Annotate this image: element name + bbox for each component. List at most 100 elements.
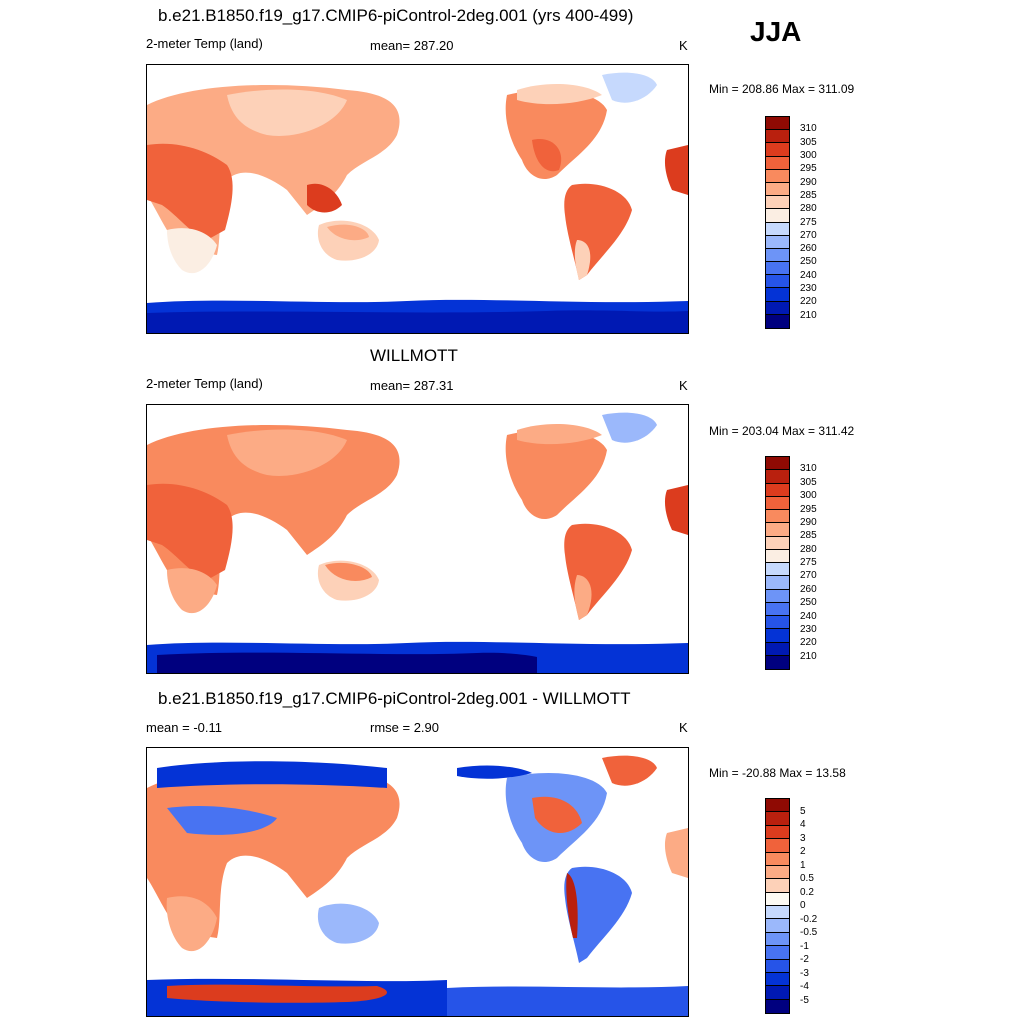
colorbar-tick-label: 285	[800, 189, 817, 201]
colorbar-tick-label: -1	[800, 940, 809, 952]
colorbar-swatch	[766, 262, 789, 276]
colorbar-swatch	[766, 209, 789, 223]
colorbar-swatch	[766, 602, 789, 616]
colorbar-tick-label: 220	[800, 296, 817, 308]
colorbar-tick-label: 300	[800, 490, 817, 502]
colorbar-tick-label: 275	[800, 557, 817, 568]
panel-2-mean: mean= 287.31	[370, 378, 454, 393]
colorbar-tick-label: -0.2	[800, 913, 818, 925]
colorbar-swatch	[766, 182, 789, 197]
colorbar-swatch	[766, 852, 789, 866]
colorbar-swatch	[766, 879, 789, 893]
colorbar-tick-label: 4	[800, 819, 806, 830]
colorbar-swatch	[766, 959, 789, 973]
colorbar-tick-label: 0.2	[800, 886, 814, 898]
panel-2-map	[146, 404, 689, 674]
panel-3-range: Min = -20.88 Max = 13.58	[709, 766, 846, 780]
colorbar-tick-label: 305	[800, 476, 817, 488]
panel-3-map-graphic	[147, 755, 688, 1016]
colorbar-swatch	[766, 510, 789, 524]
colorbar-swatch	[766, 248, 789, 263]
colorbar-tick-label: -2	[800, 954, 809, 965]
colorbar-swatch	[766, 999, 789, 1013]
panel-1-units: K	[679, 38, 688, 53]
colorbar-swatch	[766, 143, 789, 157]
panel-1-variable-label: 2-meter Temp (land)	[146, 36, 263, 51]
colorbar-tick-label: 230	[800, 623, 817, 635]
colorbar-tick-label: 2	[800, 846, 806, 857]
panel-1-mean: mean= 287.20	[370, 38, 454, 53]
colorbar-swatch	[766, 117, 789, 131]
colorbar-swatch	[766, 496, 789, 510]
colorbar-tick-label: 0	[800, 900, 806, 911]
season-label: JJA	[750, 16, 802, 47]
colorbar-tick-label: -5	[800, 994, 809, 1006]
panel-3-colorbar	[765, 798, 790, 1014]
colorbar-swatch	[766, 483, 789, 497]
colorbar-swatch	[766, 629, 789, 643]
colorbar-swatch	[766, 563, 789, 577]
colorbar-tick-label: 290	[800, 516, 817, 528]
colorbar-tick-label: 295	[800, 503, 817, 515]
colorbar-tick-label: 1	[800, 859, 806, 871]
colorbar-tick-label: 240	[800, 269, 817, 281]
colorbar-tick-label: 280	[800, 543, 817, 555]
colorbar-tick-label: 290	[800, 176, 817, 188]
colorbar-swatch	[766, 655, 789, 669]
colorbar-swatch	[766, 946, 789, 960]
colorbar-swatch	[766, 589, 789, 603]
panel-1-map	[146, 64, 689, 334]
colorbar-tick-label: 310	[800, 123, 817, 135]
colorbar-swatch	[766, 301, 789, 315]
colorbar-tick-label: 270	[800, 570, 817, 582]
colorbar-tick-label: 260	[800, 243, 817, 255]
colorbar-tick-label: 210	[800, 309, 817, 321]
colorbar-swatch	[766, 156, 789, 170]
colorbar-tick-label: 220	[800, 637, 817, 649]
panel-3-title: b.e21.B1850.f19_g17.CMIP6-piControl-2deg…	[158, 689, 631, 708]
colorbar-tick-label: 270	[800, 229, 817, 241]
colorbar-swatch	[766, 839, 789, 853]
colorbar-swatch	[766, 288, 789, 302]
colorbar-tick-label: 250	[800, 256, 817, 268]
colorbar-tick-label: 240	[800, 610, 817, 622]
colorbar-swatch	[766, 812, 789, 826]
panel-3-rmse: rmse = 2.90	[370, 720, 440, 735]
colorbar-swatch	[766, 275, 789, 289]
colorbar-tick-label: 285	[800, 530, 817, 542]
colorbar-swatch	[766, 932, 789, 947]
colorbar-tick-label: -3	[800, 967, 809, 979]
colorbar-swatch	[766, 616, 789, 630]
colorbar-swatch	[766, 825, 789, 840]
colorbar-swatch	[766, 906, 789, 920]
panel-1-title: b.e21.B1850.f19_g17.CMIP6-piControl-2deg…	[158, 6, 634, 25]
colorbar-tick-label: -4	[800, 981, 809, 992]
colorbar-tick-label: 305	[800, 136, 817, 148]
colorbar-swatch	[766, 642, 789, 656]
colorbar-tick-label: 300	[800, 149, 817, 161]
colorbar-swatch	[766, 235, 789, 249]
colorbar-tick-label: 230	[800, 283, 817, 295]
colorbar-tick-label: 280	[800, 203, 817, 215]
colorbar-swatch	[766, 196, 789, 210]
panel-3-units: K	[679, 720, 688, 735]
panel-1-colorbar	[765, 116, 790, 329]
colorbar-swatch	[766, 799, 789, 813]
panel-2-colorbar	[765, 456, 790, 670]
panel-2-range: Min = 203.04 Max = 311.42	[709, 424, 855, 438]
panel-2-variable-label: 2-meter Temp (land)	[146, 376, 263, 391]
colorbar-swatch	[766, 523, 789, 537]
colorbar-swatch	[766, 169, 789, 183]
colorbar-swatch	[766, 470, 789, 484]
colorbar-swatch	[766, 130, 789, 144]
colorbar-swatch	[766, 222, 789, 236]
colorbar-swatch	[766, 457, 789, 471]
panel-3-map	[146, 747, 689, 1017]
colorbar-tick-label: 5	[800, 805, 806, 817]
colorbar-swatch	[766, 892, 789, 906]
panel-2-map-graphic	[147, 412, 688, 673]
panel-2-title: WILLMOTT	[370, 346, 458, 365]
panel-1-map-graphic	[147, 72, 688, 333]
colorbar-tick-label: 275	[800, 216, 817, 228]
colorbar-swatch	[766, 536, 789, 550]
